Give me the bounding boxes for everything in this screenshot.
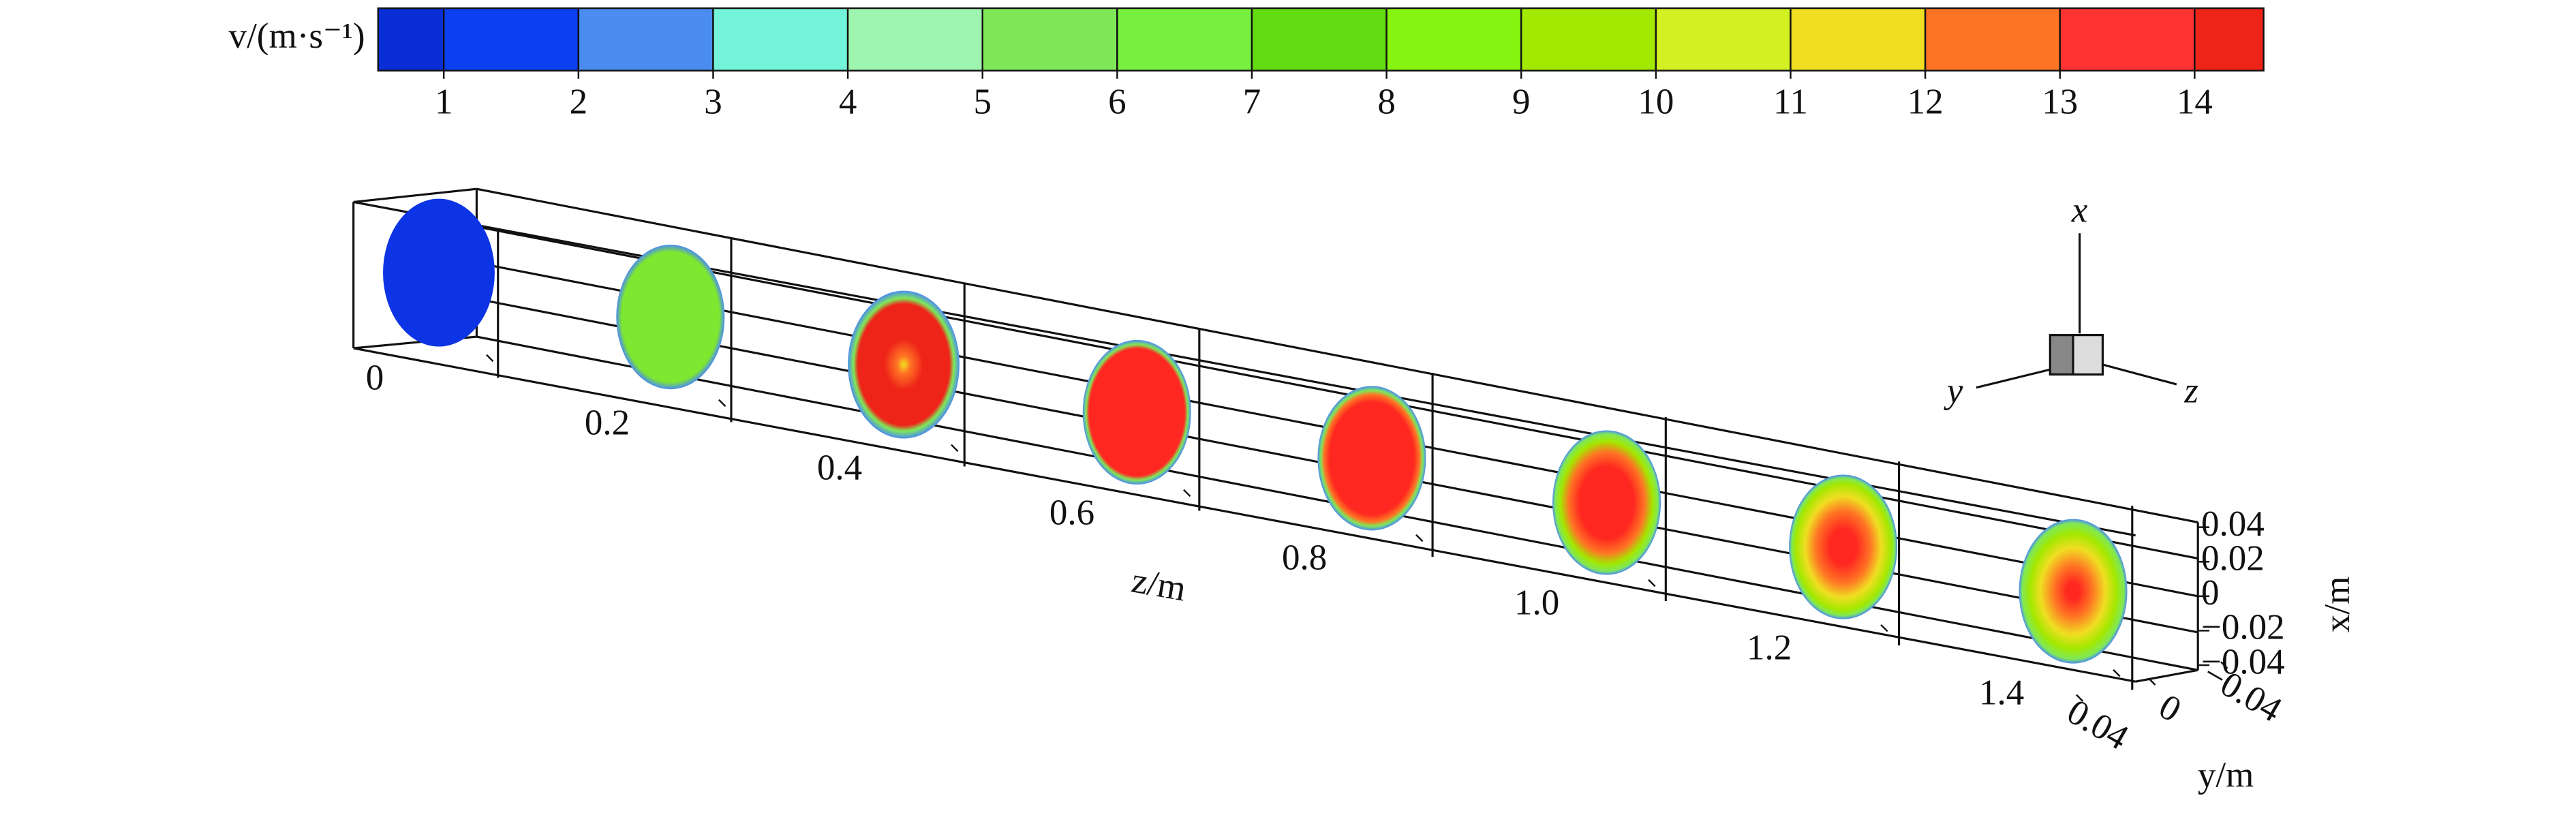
colorbar-tick-label: 11 bbox=[1773, 82, 1808, 121]
z-tick bbox=[1183, 489, 1191, 497]
x-tick-label: −0.02 bbox=[2201, 608, 2285, 647]
colorbar-segment bbox=[1924, 7, 2061, 72]
y-tick-label: 0 bbox=[2152, 687, 2188, 730]
slice bbox=[848, 290, 960, 439]
colorbar-segment bbox=[1116, 7, 1253, 72]
z-tick bbox=[1880, 624, 1888, 632]
colorbar-tick-label: 6 bbox=[1108, 82, 1126, 121]
z-tick-label: 1.2 bbox=[1747, 628, 1792, 668]
colorbar-tick-label: 13 bbox=[2042, 82, 2078, 121]
triad-z: z bbox=[2183, 371, 2198, 411]
colorbar-tick-label: 1 bbox=[435, 82, 453, 121]
colorbar-segment bbox=[1251, 7, 1387, 72]
z-tick bbox=[1415, 534, 1424, 542]
x-tick-label: 0 bbox=[2201, 573, 2220, 613]
colorbar-tick-label: 2 bbox=[570, 82, 588, 121]
colorbar-segment bbox=[1790, 7, 1927, 72]
z-tick bbox=[951, 444, 959, 452]
colorbar-segment bbox=[1520, 7, 1657, 72]
slice bbox=[616, 245, 725, 390]
z-tick bbox=[1648, 579, 1656, 587]
slice bbox=[2019, 519, 2128, 664]
z-tick-label: 0 bbox=[366, 358, 384, 397]
y-tick bbox=[2075, 694, 2084, 702]
colorbar-segment bbox=[443, 7, 580, 72]
x-axis-label: x/m bbox=[2318, 577, 2357, 632]
colorbar-tick-label: 14 bbox=[2177, 82, 2213, 121]
colorbar-segment bbox=[2059, 7, 2196, 72]
z-tick-label: 0.2 bbox=[585, 403, 630, 442]
z-tick bbox=[718, 399, 726, 408]
triad-y: y bbox=[1944, 371, 1963, 411]
colorbar-tick-label: 8 bbox=[1377, 82, 1396, 121]
slices bbox=[383, 198, 2128, 664]
colorbar-tick-label: 10 bbox=[1638, 82, 1674, 121]
frame bbox=[352, 187, 2199, 690]
colorbar-segment bbox=[577, 7, 714, 72]
z-tick bbox=[2113, 669, 2121, 677]
slice bbox=[383, 198, 495, 347]
slice bbox=[1082, 339, 1191, 485]
colorbar-tick-label: 3 bbox=[704, 82, 722, 121]
z-tick-label: 0.4 bbox=[817, 448, 862, 487]
y-tick bbox=[2148, 677, 2156, 686]
colorbar-tick-label: 9 bbox=[1512, 82, 1531, 121]
colorbar-tick-label: 5 bbox=[973, 82, 992, 121]
colorbar-tick-label: 4 bbox=[839, 82, 857, 121]
slice bbox=[1552, 430, 1661, 575]
colorbar-segment bbox=[846, 7, 983, 72]
y-tick bbox=[2220, 661, 2228, 669]
colorbar-segment bbox=[1385, 7, 1522, 72]
z-tick-label: 0.8 bbox=[1282, 538, 1327, 577]
z-tick-label: 1.0 bbox=[1514, 583, 1559, 622]
z-tick-label: 1.4 bbox=[1979, 673, 2024, 713]
z-axis-label: z/m bbox=[1129, 561, 1189, 609]
x-tick-label: −0.04 bbox=[2201, 642, 2285, 681]
colorbar-segment bbox=[1655, 7, 1792, 72]
colorbar-segment bbox=[981, 7, 1118, 72]
y-axis-label: y/m bbox=[2198, 756, 2254, 795]
colorbar-segment bbox=[377, 7, 445, 72]
x-tick-label: 0.02 bbox=[2201, 538, 2265, 578]
y-tick-label: 0.04 bbox=[2061, 692, 2135, 758]
axes-triad bbox=[1976, 233, 2177, 389]
z-tick bbox=[486, 354, 494, 363]
triad-x: x bbox=[2071, 190, 2088, 230]
x-tick-label: 0.04 bbox=[2201, 504, 2265, 544]
z-tick-label: 0.6 bbox=[1049, 493, 1094, 532]
slice bbox=[1789, 474, 1898, 619]
slice bbox=[1317, 386, 1426, 531]
colorbar-segment bbox=[712, 7, 849, 72]
colorbar-tick-label: 7 bbox=[1243, 82, 1261, 121]
colorbar-label: v/(m·s⁻¹) bbox=[229, 16, 365, 56]
colorbar-tick-label: 12 bbox=[1907, 82, 1944, 121]
colorbar-segment bbox=[2194, 7, 2265, 72]
